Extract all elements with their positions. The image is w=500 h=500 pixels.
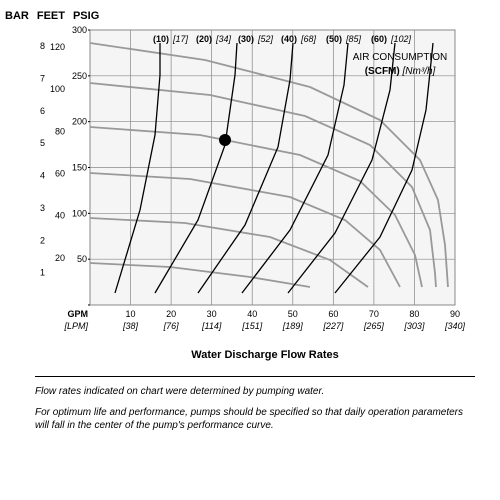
svg-text:120: 120 bbox=[50, 42, 65, 52]
svg-text:1: 1 bbox=[40, 268, 45, 278]
svg-text:30: 30 bbox=[207, 309, 217, 319]
svg-text:[85]: [85] bbox=[345, 34, 362, 44]
svg-text:80: 80 bbox=[409, 309, 419, 319]
svg-text:[265]: [265] bbox=[363, 321, 385, 331]
svg-text:7: 7 bbox=[40, 74, 45, 84]
svg-text:[17]: [17] bbox=[172, 34, 189, 44]
svg-text:2: 2 bbox=[40, 235, 45, 245]
svg-text:200: 200 bbox=[72, 117, 87, 127]
bar-header: BAR bbox=[5, 10, 29, 22]
svg-text:4: 4 bbox=[40, 171, 45, 181]
svg-text:(SCFM) [Nm³/h]: (SCFM) [Nm³/h] bbox=[365, 66, 436, 77]
svg-text:50: 50 bbox=[288, 309, 298, 319]
svg-text:8: 8 bbox=[40, 41, 45, 51]
svg-text:150: 150 bbox=[72, 163, 87, 173]
svg-text:[114]: [114] bbox=[201, 321, 222, 331]
svg-text:250: 250 bbox=[72, 71, 87, 81]
svg-text:[189]: [189] bbox=[282, 321, 304, 331]
y-axis-headers: BAR FEET PSIG bbox=[5, 10, 99, 22]
svg-text:[151]: [151] bbox=[241, 321, 263, 331]
svg-text:90: 90 bbox=[450, 309, 460, 319]
svg-text:20: 20 bbox=[166, 309, 176, 319]
svg-text:300: 300 bbox=[72, 25, 87, 35]
svg-text:AIR CONSUMPTION: AIR CONSUMPTION bbox=[353, 52, 447, 63]
svg-text:100: 100 bbox=[72, 208, 87, 218]
svg-text:5: 5 bbox=[40, 138, 45, 148]
svg-text:[303]: [303] bbox=[403, 321, 425, 331]
svg-text:[227]: [227] bbox=[322, 321, 344, 331]
svg-text:GPM: GPM bbox=[67, 309, 88, 319]
svg-text:[34]: [34] bbox=[215, 34, 232, 44]
svg-text:[LPM]: [LPM] bbox=[63, 321, 88, 331]
chart-svg: 50 100 150 200 250 300 20 40 60 80 100 120 1 2 3 4 5 6 7 8 G… bbox=[35, 25, 465, 345]
psig-header: PSIG bbox=[73, 10, 99, 22]
svg-text:[68]: [68] bbox=[300, 34, 317, 44]
x-axis-title: Water Discharge Flow Rates bbox=[55, 349, 475, 361]
footnote-2: For optimum life and performance, pumps … bbox=[35, 406, 475, 432]
svg-text:(20): (20) bbox=[196, 34, 212, 44]
svg-text:[38]: [38] bbox=[122, 321, 139, 331]
svg-text:(50): (50) bbox=[326, 34, 342, 44]
svg-text:(40): (40) bbox=[281, 34, 297, 44]
feet-header: FEET bbox=[37, 10, 65, 22]
svg-text:[52]: [52] bbox=[257, 34, 274, 44]
svg-text:40: 40 bbox=[55, 211, 65, 221]
svg-text:[102]: [102] bbox=[390, 34, 412, 44]
svg-text:80: 80 bbox=[55, 126, 65, 136]
pump-performance-chart: BAR FEET PSIG 50100150200250300204060801… bbox=[35, 25, 475, 361]
svg-text:(30): (30) bbox=[238, 34, 254, 44]
svg-text:[76]: [76] bbox=[163, 321, 180, 331]
svg-text:10: 10 bbox=[126, 309, 136, 319]
svg-text:40: 40 bbox=[247, 309, 257, 319]
svg-text:70: 70 bbox=[369, 309, 379, 319]
svg-text:50: 50 bbox=[77, 254, 87, 264]
svg-text:(60): (60) bbox=[371, 34, 387, 44]
svg-text:60: 60 bbox=[328, 309, 338, 319]
svg-text:100: 100 bbox=[50, 84, 65, 94]
svg-text:(10): (10) bbox=[153, 34, 169, 44]
svg-text:6: 6 bbox=[40, 106, 45, 116]
divider bbox=[35, 376, 475, 377]
svg-text:[340]: [340] bbox=[444, 321, 465, 331]
footnote-1: Flow rates indicated on chart were deter… bbox=[35, 385, 475, 398]
svg-text:20: 20 bbox=[55, 253, 65, 263]
svg-text:60: 60 bbox=[55, 169, 65, 179]
svg-text:3: 3 bbox=[40, 203, 45, 213]
